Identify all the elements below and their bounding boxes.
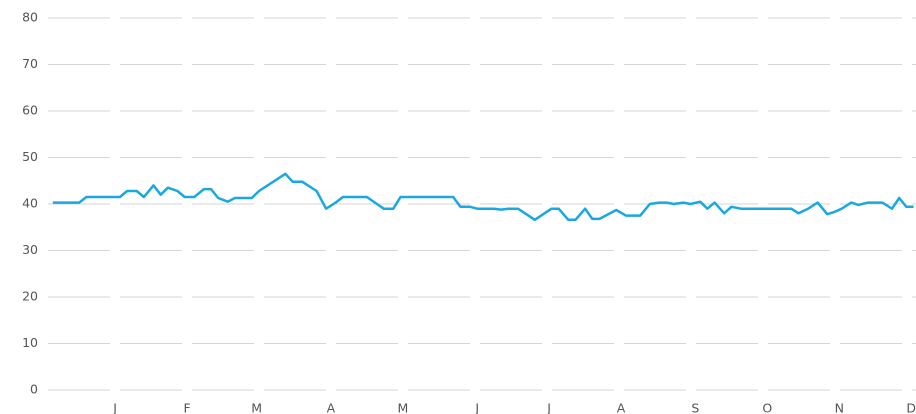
x-tick-label: S	[691, 401, 699, 414]
x-tick-label: F	[183, 401, 190, 414]
x-tick-label: A	[617, 401, 626, 414]
y-tick-label: 70	[22, 56, 38, 71]
y-tick-label: 80	[22, 10, 38, 25]
y-tick-label: 30	[22, 242, 38, 257]
x-tick-label: J	[474, 401, 479, 414]
y-tick-label: 10	[22, 335, 38, 350]
y-tick-label: 0	[30, 382, 38, 397]
x-tick-label: N	[835, 401, 844, 414]
y-tick-label: 20	[22, 289, 38, 304]
x-tick-label: D	[906, 401, 916, 414]
x-tick-label: O	[762, 401, 772, 414]
y-tick-label: 40	[22, 196, 38, 211]
x-tick-label: M	[397, 401, 408, 414]
x-tick-label: J	[546, 401, 551, 414]
x-tick-label: J	[112, 401, 117, 414]
x-tick-label: M	[251, 401, 262, 414]
line	[52, 172, 914, 222]
x-tick-label: A	[327, 401, 336, 414]
y-tick-label: 60	[22, 103, 38, 118]
y-tick-label: 50	[22, 149, 38, 164]
